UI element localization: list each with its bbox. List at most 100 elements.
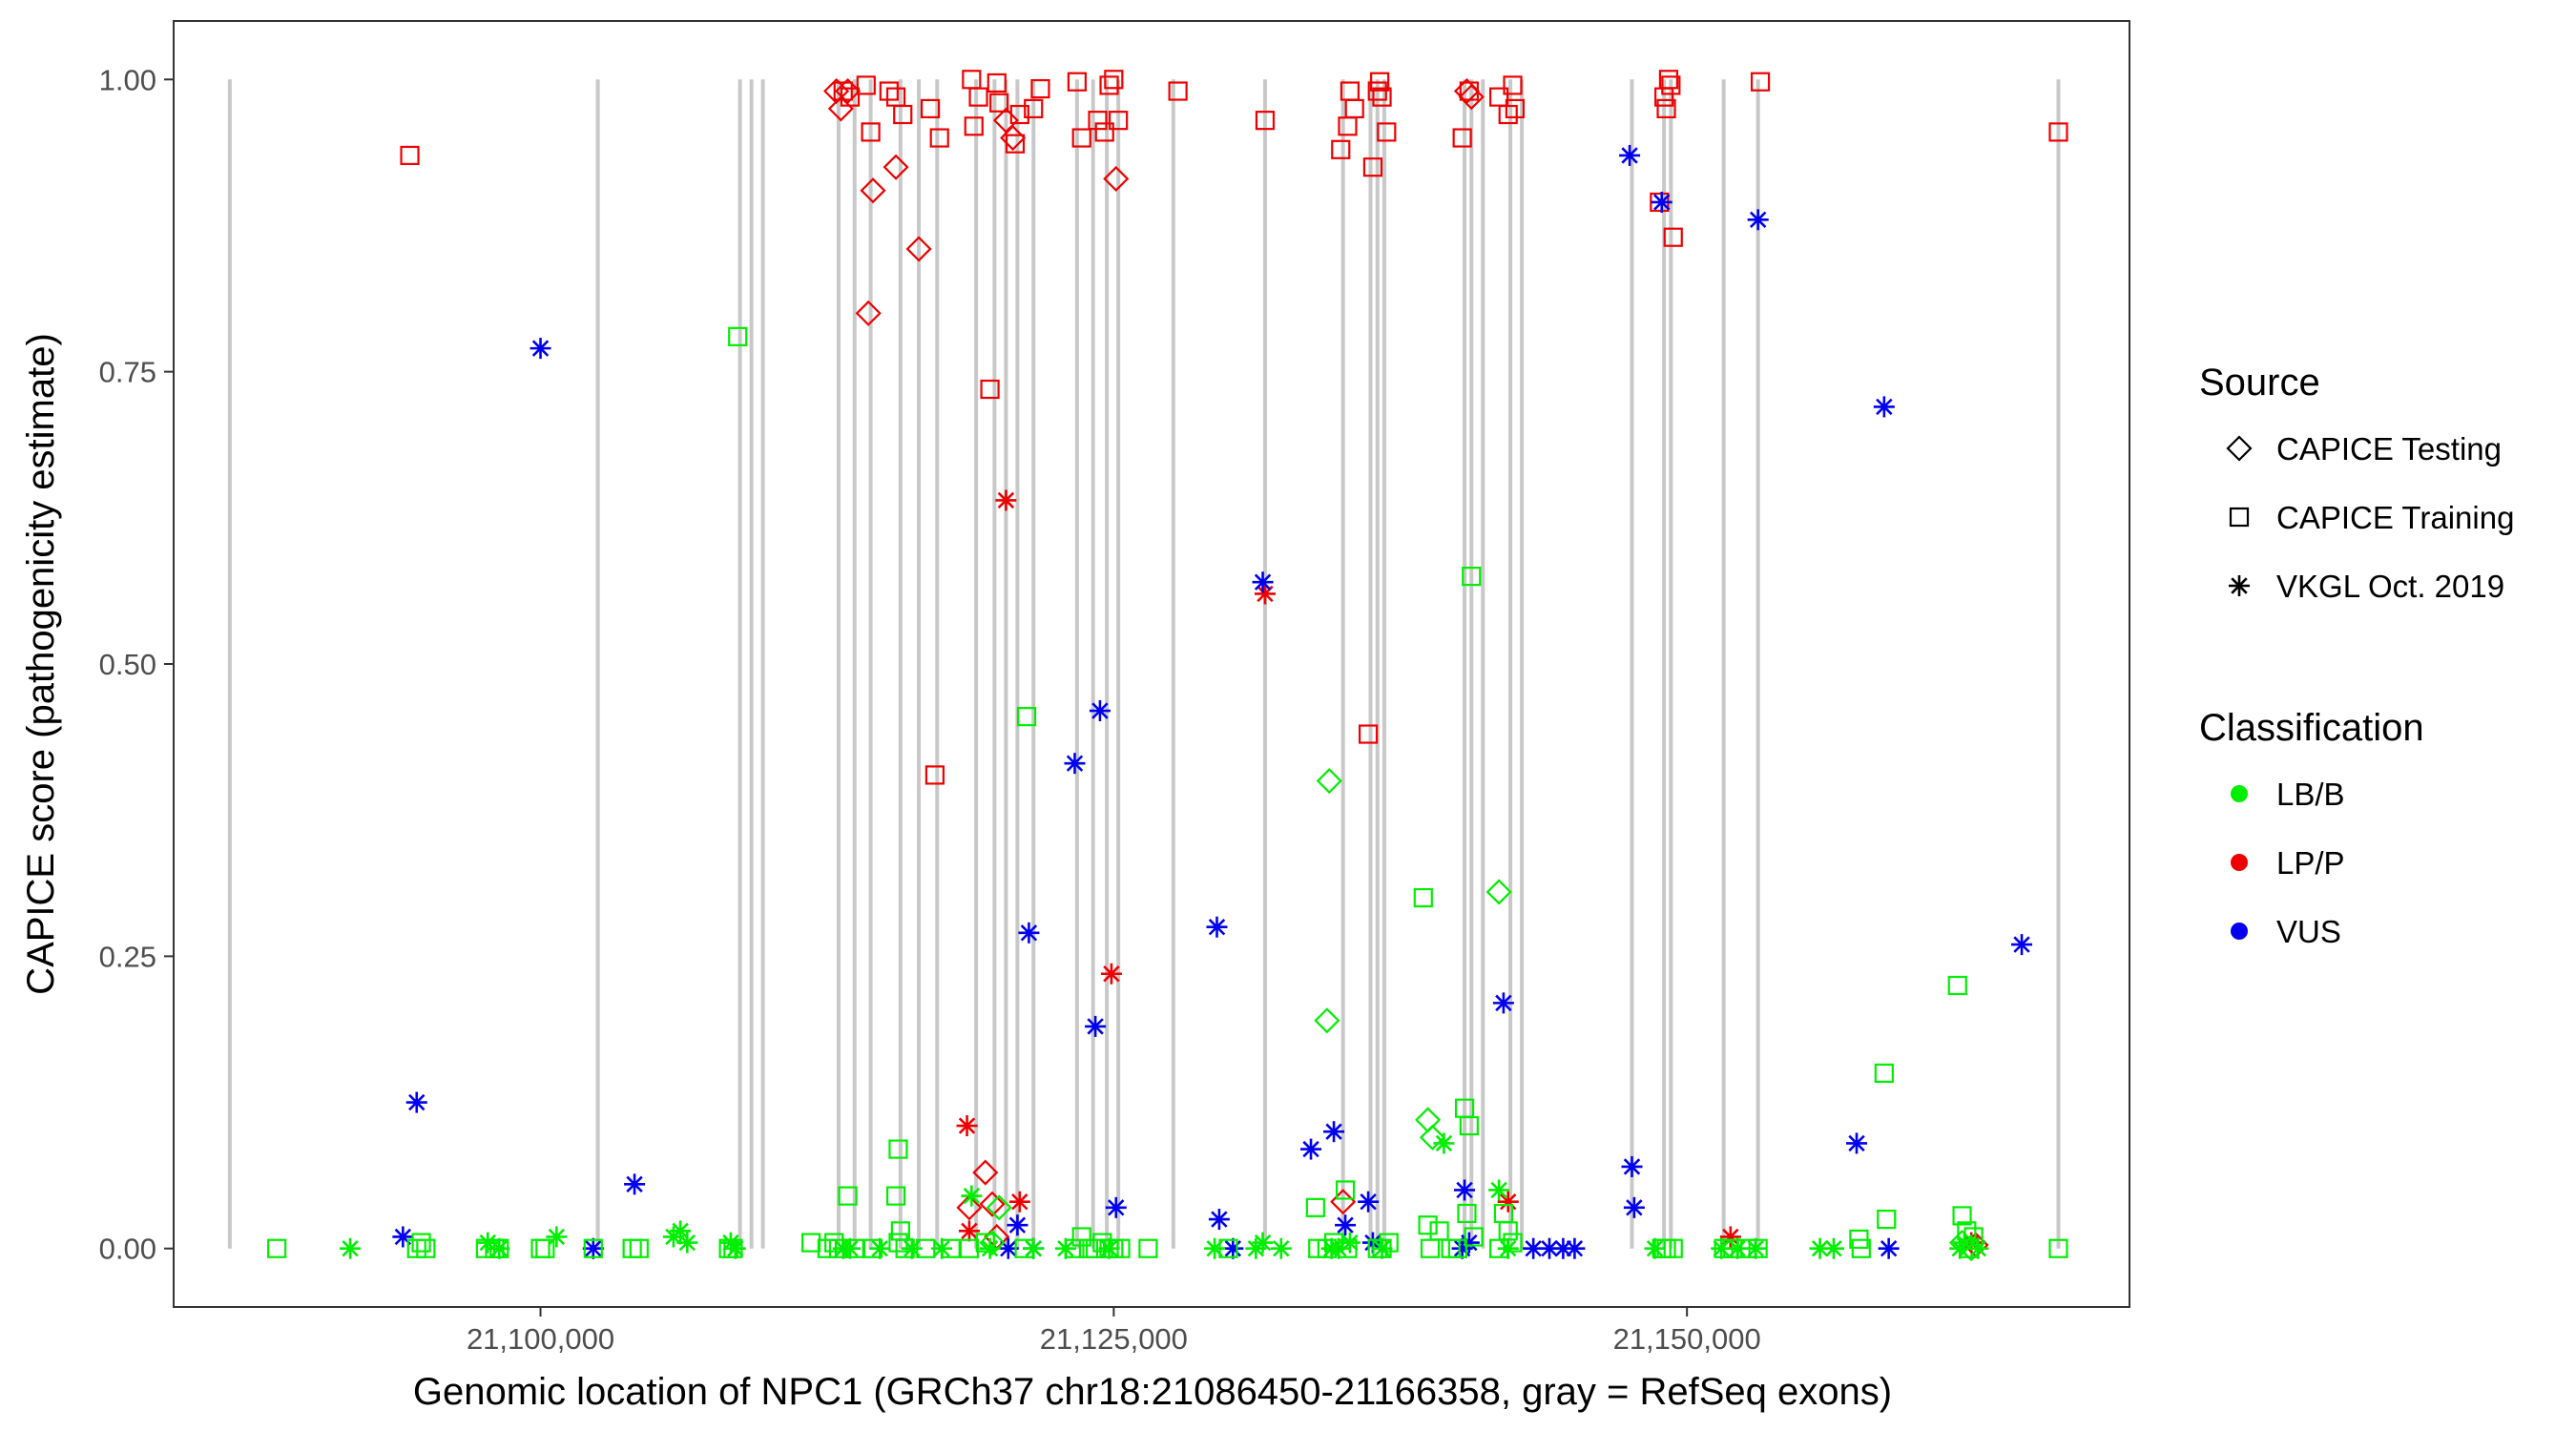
y-tick-label: 0.50 [99, 648, 156, 681]
data-point-square [1016, 707, 1037, 727]
data-point-diamond [1000, 124, 1027, 152]
data-point-square [1658, 70, 1679, 90]
data-point-asterisk [839, 1237, 861, 1259]
data-point-square [1030, 78, 1050, 99]
data-point-square [924, 765, 945, 785]
data-point-asterisk [1204, 1237, 1226, 1259]
data-point-square [728, 326, 748, 346]
data-point-square [879, 81, 899, 101]
data-point-square [1305, 1197, 1325, 1217]
data-point-asterisk [1747, 209, 1769, 231]
data-point-square [1362, 157, 1383, 177]
data-point-diamond [1103, 165, 1130, 192]
legend-source-label-testing: CAPICE Testing [2276, 431, 2502, 467]
data-point-asterisk [1846, 1132, 1868, 1154]
y-tick-label: 0.25 [99, 940, 156, 973]
data-point-asterisk [995, 489, 1017, 511]
data-point-square [987, 73, 1007, 93]
data-point-diamond [855, 300, 882, 326]
data-point-square [583, 1238, 603, 1258]
data-point-diamond [956, 1194, 983, 1221]
data-point-asterisk [1644, 1237, 1666, 1259]
data-point-square [411, 1233, 431, 1253]
data-point-asterisk [1323, 1121, 1345, 1143]
data-point-asterisk [1492, 992, 1514, 1014]
data-point-square [1099, 75, 1119, 95]
legend-class-title: Classification [2199, 707, 2424, 749]
data-point-square [1255, 111, 1276, 131]
data-point-square [416, 1238, 436, 1258]
data-point-asterisk [901, 1237, 923, 1259]
data-point-square [629, 1238, 649, 1258]
data-point-asterisk [1335, 1214, 1357, 1236]
data-point-square [1459, 1115, 1479, 1136]
x-axis-label: Genomic location of NPC1 (GRCh37 chr18:2… [413, 1371, 1892, 1413]
x-tick-label: 21,150,000 [1613, 1322, 1761, 1356]
data-point-diamond [827, 95, 854, 122]
legend-class-label-lpp: LP/P [2276, 845, 2345, 881]
legend-key-diamond [2226, 435, 2253, 462]
data-point-asterisk [1339, 1232, 1361, 1254]
data-point-square [1877, 1209, 1897, 1230]
data-point-asterisk [1822, 1237, 1844, 1259]
y-tick-label: 0.75 [99, 356, 156, 389]
data-point-asterisk [1007, 1214, 1028, 1236]
data-point-asterisk [1023, 1237, 1045, 1259]
data-point-square [1851, 1238, 1871, 1258]
data-point-square [989, 93, 1009, 113]
data-point-square [1457, 1203, 1477, 1224]
legend-source-title: Source [2199, 362, 2320, 404]
data-point-square [1024, 98, 1044, 119]
data-point-square [1359, 724, 1379, 744]
x-tick-label: 21,100,000 [467, 1322, 614, 1356]
data-point-asterisk [530, 338, 551, 360]
y-axis-label: CAPICE score (pathogenicity estimate) [20, 333, 62, 995]
data-point-square [2048, 122, 2068, 142]
data-point-square [1429, 1221, 1449, 1241]
data-point-asterisk [1433, 1132, 1455, 1154]
data-point-square [893, 104, 913, 125]
data-point-asterisk [392, 1226, 414, 1248]
data-point-square [1071, 128, 1091, 148]
data-point-square [1372, 87, 1392, 107]
axes: 0.00 0.25 0.50 0.75 1.00 21,100,000 21,125,000… [99, 63, 1761, 1356]
data-point-asterisk [1488, 1179, 1510, 1201]
data-point-asterisk [1454, 1179, 1476, 1201]
data-point-asterisk [1371, 1237, 1393, 1259]
data-point-asterisk [405, 1091, 427, 1113]
data-point-diamond [979, 1230, 1006, 1256]
data-point-asterisk [1497, 1191, 1519, 1213]
legend-class-keys [2231, 785, 2248, 940]
data-point-asterisk [1270, 1237, 1292, 1259]
data-point-square [856, 75, 876, 95]
legend-key-dot [2231, 785, 2248, 802]
data-point-square [888, 1139, 908, 1159]
data-point-diamond [1314, 1007, 1340, 1034]
data-point-asterisk [624, 1173, 646, 1195]
data-point-asterisk [1018, 922, 1040, 944]
data-point-square [964, 116, 984, 136]
data-point-asterisk [1064, 753, 1086, 775]
data-point-asterisk [1085, 1015, 1107, 1037]
data-point-asterisk [670, 1220, 692, 1242]
data-point-square [1168, 81, 1188, 101]
data-point-asterisk [1252, 1232, 1274, 1254]
data-point-square [1464, 1227, 1484, 1247]
data-point-square [1331, 139, 1351, 159]
data-point-asterisk [1222, 1237, 1244, 1259]
exon-lines [227, 79, 2061, 1249]
data-point-asterisk [958, 1220, 980, 1242]
data-point-diamond [1316, 767, 1342, 795]
data-point-asterisk [1651, 191, 1672, 213]
data-point-square [801, 1233, 821, 1253]
data-points [267, 70, 2068, 1262]
data-point-asterisk [1100, 963, 1122, 985]
data-point-diamond [905, 236, 932, 262]
data-point-asterisk [1300, 1138, 1322, 1160]
data-point-asterisk [1727, 1237, 1749, 1259]
data-point-square [1138, 1238, 1158, 1258]
data-point-square [1379, 1233, 1399, 1253]
data-point-square [929, 128, 949, 148]
data-point-square [1505, 98, 1526, 119]
